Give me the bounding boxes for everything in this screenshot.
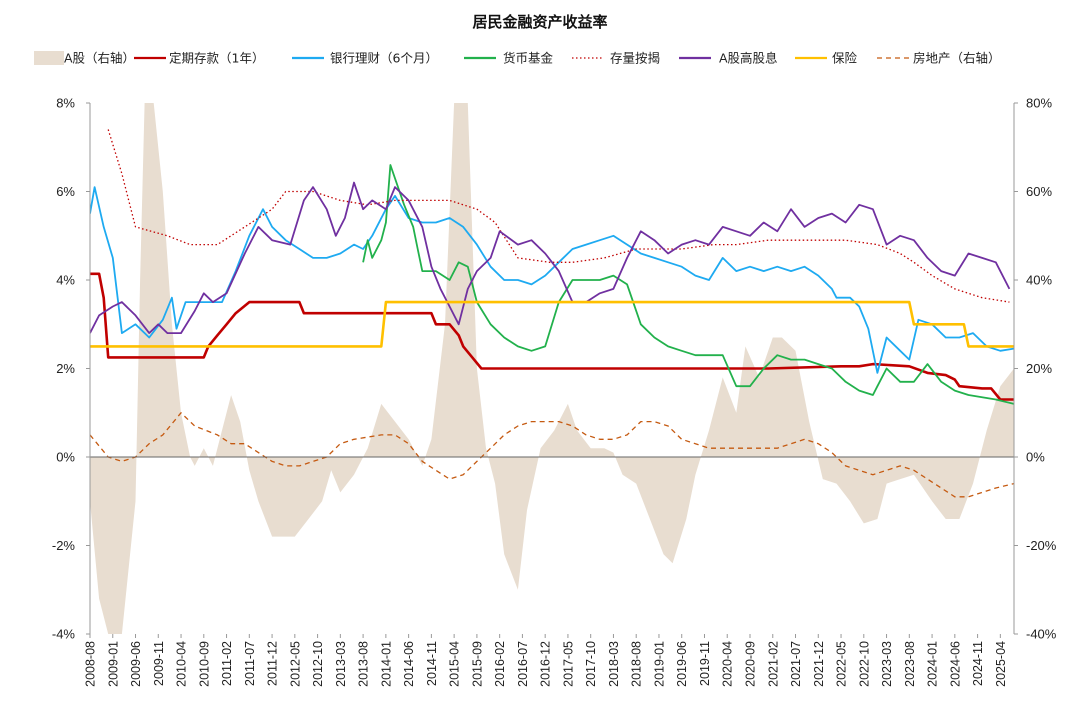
x-tick-label: 2021-02 <box>766 641 780 687</box>
legend-label: A股高股息 <box>719 51 778 66</box>
right-tick-label: -20% <box>1026 538 1057 553</box>
x-tick-label: 2015-09 <box>470 641 484 687</box>
chart-title: 居民金融资产收益率 <box>472 13 607 31</box>
x-tick-label: 2015-04 <box>448 641 462 687</box>
x-tick-label: 2021-07 <box>789 641 803 687</box>
x-tick-label: 2010-09 <box>197 641 211 687</box>
left-tick-label: 8% <box>56 96 75 111</box>
left-tick-label: -4% <box>52 627 76 642</box>
legend-item: 定期存款（1年） <box>134 51 264 66</box>
legend-item: 房地产（右轴） <box>877 51 1001 66</box>
x-tick-label: 2011-02 <box>220 641 234 686</box>
legend-label: 保险 <box>832 51 858 66</box>
left-tick-label: -2% <box>52 538 76 553</box>
legend-swatch <box>34 51 64 65</box>
x-tick-label: 2024-11 <box>971 641 985 686</box>
legend-label: 银行理财（6个月） <box>330 51 438 66</box>
x-tick-label: 2011-07 <box>243 641 257 686</box>
x-tick-label: 2020-09 <box>744 641 758 687</box>
x-tick-label: 2024-01 <box>926 641 940 687</box>
series-3-line <box>362 164 1014 405</box>
left-tick-label: 6% <box>56 184 75 199</box>
x-tick-label: 2013-08 <box>357 641 371 687</box>
series-group <box>90 103 1014 634</box>
x-tick-label: 2012-10 <box>311 641 325 687</box>
x-tick-label: 2019-06 <box>675 641 689 687</box>
x-tick-label: 2018-03 <box>607 641 621 687</box>
series-7-line <box>90 412 1014 498</box>
x-tick-label: 2011-12 <box>266 641 280 686</box>
x-tick-label: 2017-10 <box>584 641 598 687</box>
axes: 8% 6% 4% 2% 0% -2% -4% 80% 60% 40% 20% 0% -20% -40% 20… <box>52 96 1057 687</box>
x-tick-label: 2009-06 <box>129 641 143 687</box>
series-4-line <box>107 129 1010 303</box>
right-tick-label: 20% <box>1026 361 1052 376</box>
x-tick-label: 2024-06 <box>948 641 962 687</box>
x-tick-label: 2019-11 <box>698 641 712 686</box>
legend-label: 存量按揭 <box>610 51 660 66</box>
x-tick-label: 2008-08 <box>84 641 98 687</box>
series-1-line <box>90 272 1014 401</box>
x-tick-label: 2009-11 <box>152 641 166 686</box>
x-tick-label: 2017-05 <box>561 641 575 687</box>
x-tick-label: 2020-04 <box>721 641 735 687</box>
x-tick-label: 2018-08 <box>630 641 644 687</box>
x-tick-label: 2023-03 <box>880 641 894 687</box>
left-tick-label: 2% <box>56 361 75 376</box>
x-tick-label: 2022-10 <box>857 641 871 687</box>
right-tick-label: 40% <box>1026 273 1052 288</box>
series-6-line <box>90 300 1014 348</box>
right-tick-label: 80% <box>1026 96 1052 111</box>
x-tick-label: 2010-04 <box>175 641 189 687</box>
right-tick-label: 0% <box>1026 450 1045 465</box>
legend-label: 定期存款（1年） <box>169 51 264 66</box>
x-tick-label: 2013-03 <box>334 641 348 687</box>
x-tick-label: 2021-12 <box>812 641 826 687</box>
right-tick-label: 60% <box>1026 184 1052 199</box>
legend-item: 存量按揭 <box>572 51 660 66</box>
x-tick-label: 2016-07 <box>516 641 530 687</box>
x-tick-label: 2022-05 <box>835 641 849 687</box>
legend-item: 银行理财（6个月） <box>292 51 438 66</box>
series-5-line <box>90 181 1011 335</box>
legend-item: 保险 <box>795 51 858 66</box>
x-tick-label: 2014-01 <box>379 641 393 687</box>
x-tick-label: 2012-05 <box>288 641 302 687</box>
legend-item: A股（右轴） <box>34 51 135 66</box>
left-tick-label: 4% <box>56 273 75 288</box>
x-tick-label: 2025-04 <box>994 641 1008 687</box>
legend: A股（右轴） 定期存款（1年） 银行理财（6个月） 货币基金 存量按揭 A股高股息 保险 房地… <box>34 51 1001 66</box>
x-tick-label: 2014-11 <box>425 641 439 686</box>
legend-label: A股（右轴） <box>64 51 135 66</box>
plot-area <box>90 103 1014 634</box>
x-tick-label: 2009-01 <box>106 641 120 687</box>
left-tick-label: 0% <box>56 450 75 465</box>
legend-label: 货币基金 <box>503 51 554 66</box>
legend-item: A股高股息 <box>679 51 778 66</box>
right-tick-label: -40% <box>1026 627 1057 642</box>
x-tick-label: 2019-01 <box>653 641 667 687</box>
x-tick-label: 2016-02 <box>493 641 507 687</box>
legend-label: 房地产（右轴） <box>913 51 1001 66</box>
x-tick-label: 2014-06 <box>402 641 416 687</box>
x-tick-label: 2016-12 <box>539 641 553 687</box>
series-0-area <box>90 103 1014 634</box>
x-tick-label: 2023-08 <box>903 641 917 687</box>
legend-item: 货币基金 <box>464 51 554 66</box>
